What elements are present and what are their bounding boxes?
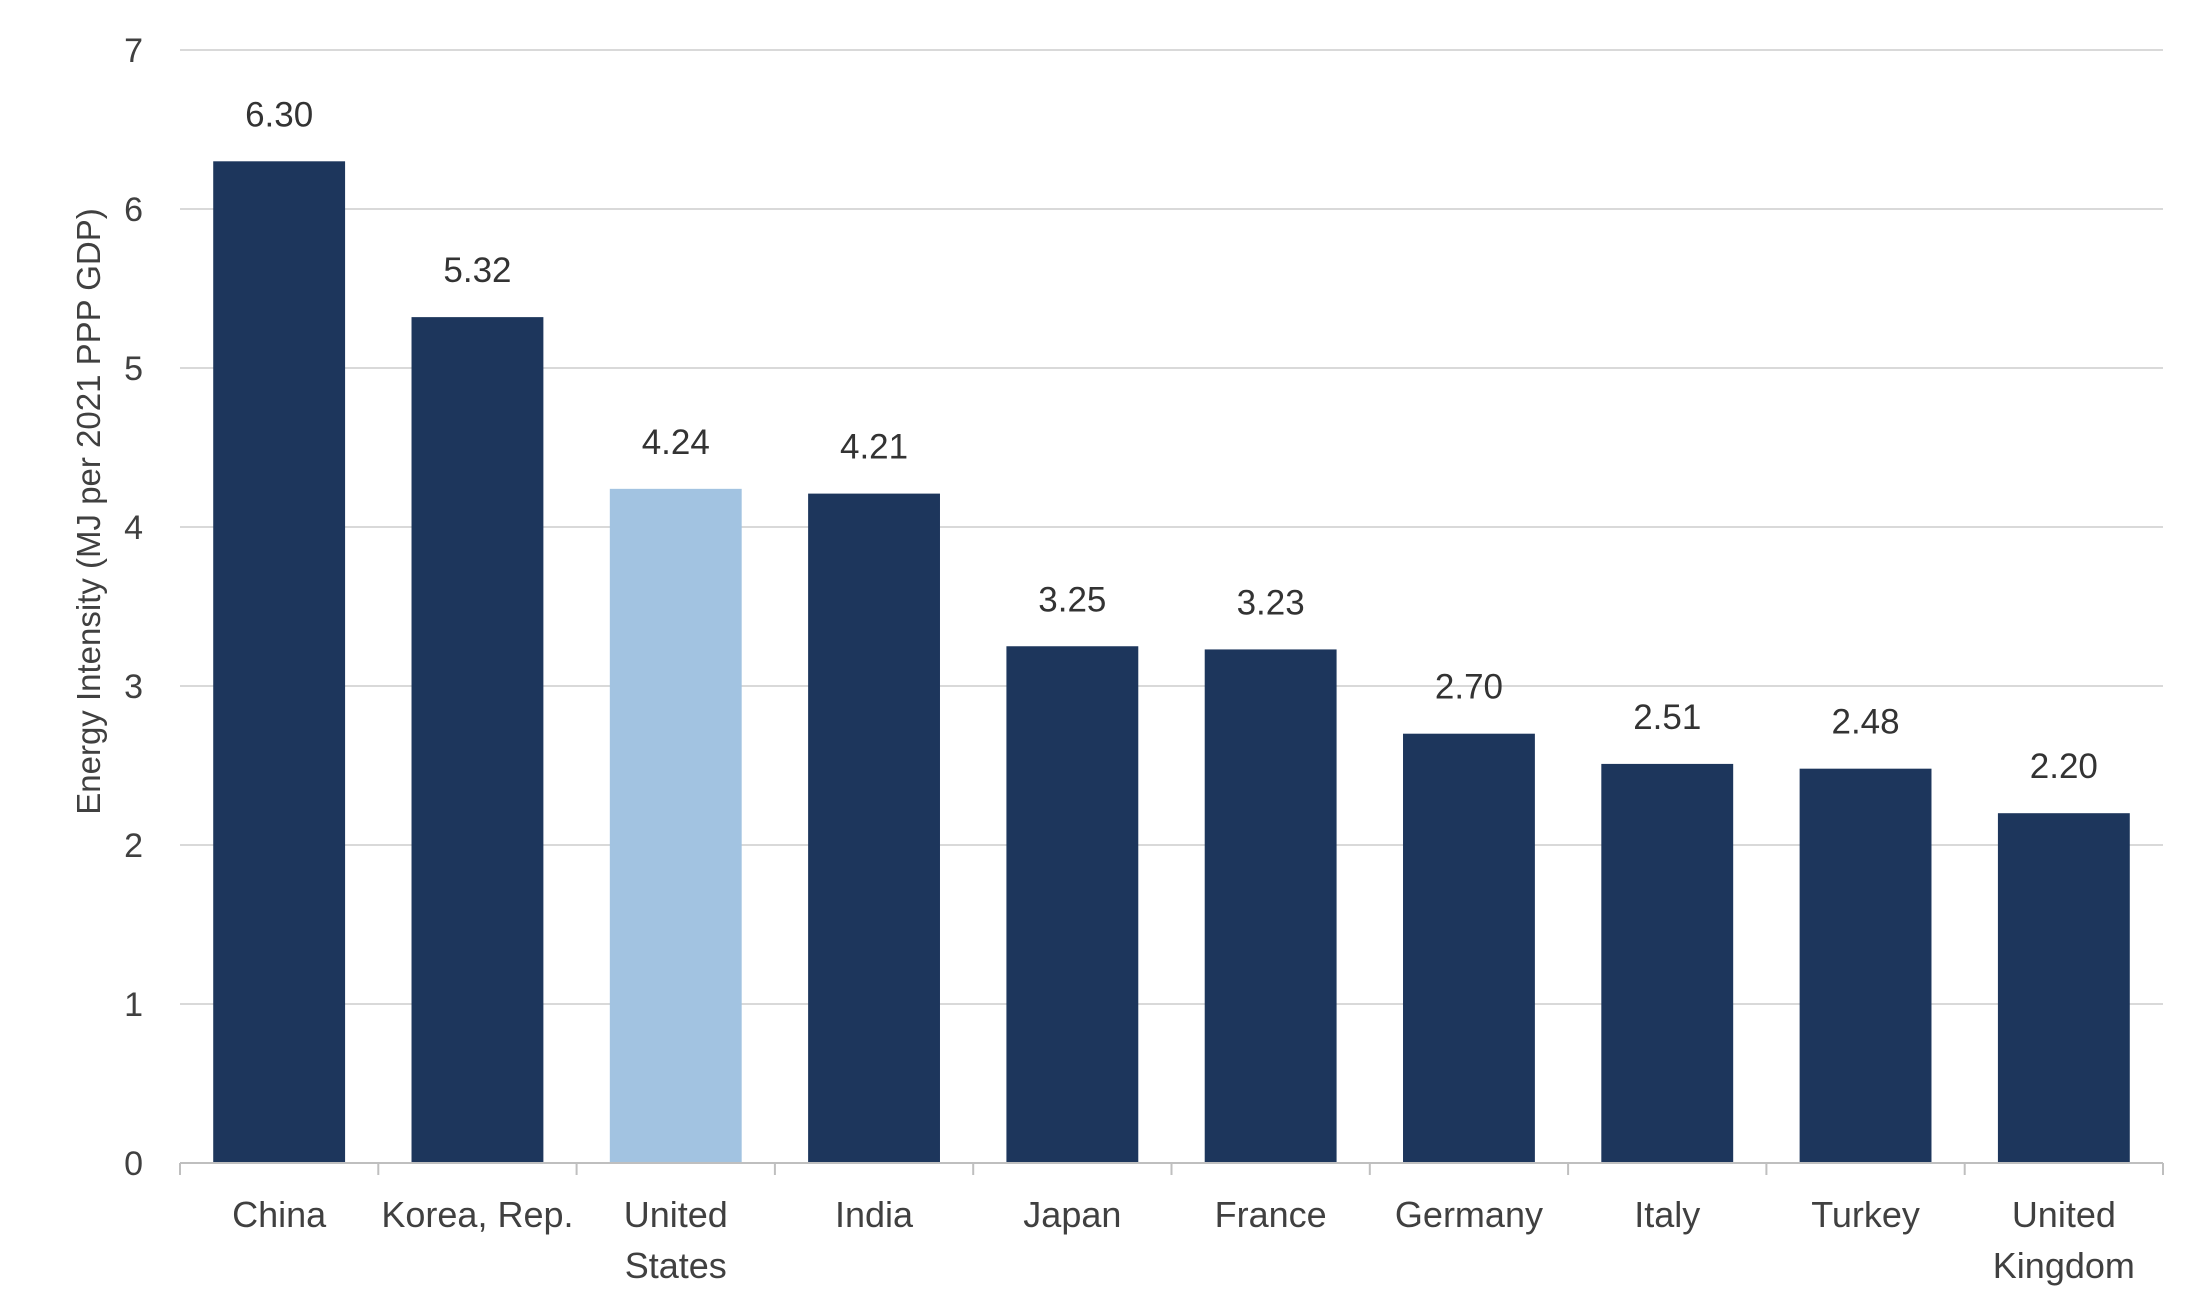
bars <box>213 161 2130 1164</box>
data-label: 2.20 <box>2030 747 2098 786</box>
x-tick-label: United States <box>624 1194 728 1286</box>
x-tick-label: India <box>835 1194 914 1235</box>
y-tick-label: 6 <box>124 191 143 229</box>
x-tick-label-line: United <box>624 1194 728 1235</box>
x-tick-label: Turkey <box>1811 1194 1920 1235</box>
data-labels: 6.30 5.32 4.24 4.21 3.25 3.23 2.70 2.51 2.48 2.20 <box>245 95 2098 786</box>
y-axis-title: Energy Intensity (MJ per 2021 PPP GDP) <box>70 208 107 815</box>
data-label: 3.23 <box>1237 583 1305 622</box>
x-axis-labels: China Korea, Rep. United States India Japan Fr… <box>232 1194 2135 1286</box>
bar <box>808 493 940 1163</box>
data-label: 2.48 <box>1831 703 1899 742</box>
data-label: 6.30 <box>245 95 313 134</box>
x-tick-label: China <box>232 1194 327 1235</box>
y-axis-ticks: 0 1 2 3 4 5 6 7 <box>124 32 143 1183</box>
y-tick-label: 1 <box>124 986 143 1024</box>
y-tick-label: 2 <box>124 827 143 865</box>
x-tick-label-line: Turkey <box>1811 1194 1920 1235</box>
x-tick-label-line: Kingdom <box>1993 1245 2135 1286</box>
x-tick-label-line: India <box>835 1194 914 1235</box>
bar <box>1601 763 1734 1163</box>
x-tick-label-line: Italy <box>1634 1194 1700 1235</box>
bar <box>1799 768 1932 1163</box>
bar <box>1997 813 2130 1163</box>
x-tick-label-line: United <box>2012 1194 2116 1235</box>
x-tick-label-line: States <box>625 1245 727 1286</box>
y-tick-label: 5 <box>124 350 143 388</box>
y-tick-label: 3 <box>124 668 143 706</box>
y-tick-label: 0 <box>124 1145 143 1183</box>
x-tick-label: Japan <box>1023 1194 1121 1235</box>
bar <box>609 488 742 1164</box>
bar <box>213 161 346 1164</box>
data-label: 5.32 <box>443 251 511 290</box>
x-tick-label-line: China <box>232 1194 327 1235</box>
y-tick-label: 7 <box>124 32 143 70</box>
x-tick-label: Germany <box>1395 1194 1543 1235</box>
bar <box>1204 649 1337 1163</box>
data-label: 4.21 <box>840 428 908 467</box>
x-tick-label: Korea, Rep. <box>381 1194 573 1235</box>
x-tick-label-line: Germany <box>1395 1194 1543 1235</box>
x-tick-label: Italy <box>1634 1194 1700 1235</box>
data-label: 2.51 <box>1633 698 1701 737</box>
x-tick-label-line: Korea, Rep. <box>381 1194 573 1235</box>
data-label: 4.24 <box>642 423 710 462</box>
x-tick-label: United Kingdom <box>1993 1194 2135 1286</box>
x-tick-label-line: France <box>1215 1194 1327 1235</box>
data-label: 3.25 <box>1038 580 1106 619</box>
bar <box>1403 733 1535 1163</box>
bar <box>1006 646 1139 1163</box>
x-axis <box>179 1162 2164 1175</box>
x-tick-label-line: Japan <box>1023 1194 1121 1235</box>
data-label: 2.70 <box>1435 668 1503 707</box>
x-tick-label: France <box>1215 1194 1327 1235</box>
bar <box>411 317 544 1163</box>
y-tick-label: 4 <box>124 509 143 547</box>
